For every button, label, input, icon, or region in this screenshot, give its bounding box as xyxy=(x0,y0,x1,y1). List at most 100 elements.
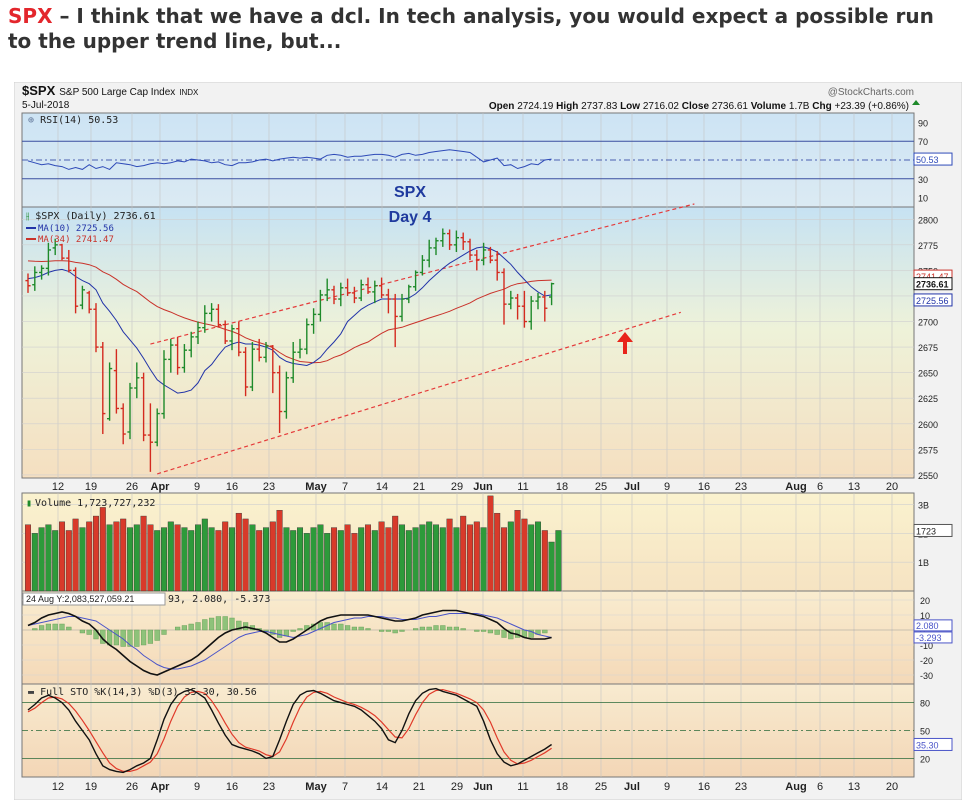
macd-hist-67 xyxy=(481,629,487,632)
price-bar-67 xyxy=(481,242,487,266)
price-bar-55 xyxy=(399,293,405,322)
macd-hist-46 xyxy=(338,623,344,631)
sto-k-line xyxy=(27,687,552,774)
price-bar-25 xyxy=(195,321,201,345)
macd-hist-62 xyxy=(447,626,453,631)
price-bar-6 xyxy=(66,249,72,273)
sto-last-box xyxy=(913,737,953,751)
price-bar-38 xyxy=(283,371,289,419)
macd-tick-1: 10 xyxy=(920,611,930,621)
price-bar-70 xyxy=(501,268,507,325)
x-tick-label-0-8: 7 xyxy=(342,481,348,493)
macd-hist-25 xyxy=(195,622,201,631)
volume-bar-57 xyxy=(412,527,419,592)
price-bar-33 xyxy=(249,341,255,392)
price-tick-4: 2700 xyxy=(918,318,938,328)
macd-tick-4: -20 xyxy=(920,656,933,666)
volume-bar-5 xyxy=(59,521,66,592)
price-bar-43 xyxy=(317,289,323,322)
volume-bar-71 xyxy=(507,521,514,592)
x-tick-label-1-7: May xyxy=(305,781,327,793)
price-bar-68 xyxy=(487,246,493,264)
volume-bar-42 xyxy=(310,527,317,592)
macd-a-label: 2.080 xyxy=(916,621,939,631)
x-tick-label-1-6: 23 xyxy=(263,781,275,793)
macd-hist-49 xyxy=(358,626,364,631)
price-bar-34 xyxy=(256,338,262,362)
volume-bar-0 xyxy=(24,524,31,592)
volume-bar-16 xyxy=(133,524,140,592)
x-tick-label-1-11: 29 xyxy=(451,781,463,793)
price-bar-61 xyxy=(440,228,446,247)
price-bar-22 xyxy=(175,336,181,375)
x-tick-label-0-12: Jun xyxy=(473,481,493,493)
macd-hist-54 xyxy=(392,629,398,634)
volume-bar-64 xyxy=(460,515,467,592)
x-tick-label-1-23: 20 xyxy=(886,781,898,793)
x-tick-label-1-22: 13 xyxy=(848,781,860,793)
price-bar-24 xyxy=(188,331,194,358)
macd-hist-53 xyxy=(385,629,392,632)
price-bar-8 xyxy=(79,285,85,310)
x-tick-label-0-5: 16 xyxy=(226,481,238,493)
chart-symbol-line: $SPX S&P 500 Large Cap Index INDX xyxy=(22,83,199,98)
price-bar-17 xyxy=(141,372,147,442)
x-tick-label-1-14: 18 xyxy=(556,781,568,793)
volume-bar-46 xyxy=(337,530,344,592)
chart-symbol: $SPX xyxy=(22,83,56,98)
ma34-last-label: 2741.47 xyxy=(916,272,949,282)
price-bar-28 xyxy=(215,304,221,328)
x-tick-label-0-3: Apr xyxy=(151,481,171,493)
volume-bar-51 xyxy=(371,530,378,592)
volume-bar-15 xyxy=(126,527,133,592)
volume-bar-76 xyxy=(541,530,548,592)
price-bar-13 xyxy=(113,349,119,414)
volume-bar-68 xyxy=(487,495,494,592)
volume-bar-60 xyxy=(433,524,440,592)
macd-hist-39 xyxy=(290,629,296,632)
price-bar-76 xyxy=(542,290,548,322)
volume-bar-63 xyxy=(453,527,460,592)
price-bar-32 xyxy=(243,347,249,397)
volume-bar-13 xyxy=(113,521,120,592)
macd-hist-22 xyxy=(174,626,181,631)
macd-a-box xyxy=(913,619,953,632)
macd-hist-27 xyxy=(208,617,215,631)
price-bar-35 xyxy=(263,341,269,363)
price-bar-50 xyxy=(365,277,371,294)
macd-hist-30 xyxy=(229,617,235,631)
volume-bar-69 xyxy=(494,512,501,592)
x-tick-label-0-21: 6 xyxy=(817,481,823,493)
price-bar-52 xyxy=(379,277,385,299)
macd-hist-47 xyxy=(345,625,351,631)
sto-tick-1: 50 xyxy=(920,727,930,737)
macd-hist-48 xyxy=(351,626,358,631)
sto-tick-0: 80 xyxy=(920,699,930,709)
vol-last-label: 1723 xyxy=(916,526,936,536)
volume-bar-33 xyxy=(249,524,256,592)
volume-bar-72 xyxy=(514,510,521,592)
macd-hist-23 xyxy=(181,625,188,631)
sto-tick-2: 20 xyxy=(920,754,930,764)
volume-bar-54 xyxy=(392,515,399,592)
price-last-label: 2736.61 xyxy=(916,280,949,290)
headline-text: – I think that we have a dcl. In tech an… xyxy=(8,4,934,53)
price-bar-3 xyxy=(45,242,51,276)
macd-hist-26 xyxy=(202,619,208,631)
volume-bar-52 xyxy=(378,521,385,592)
chart-svg: $SPX S&P 500 Large Cap Index INDX 5-Jul-20… xyxy=(14,82,962,800)
macd-hist-57 xyxy=(413,628,419,631)
headline: SPX – I think that we have a dcl. In tec… xyxy=(8,4,958,54)
x-tick-label-0-23: 20 xyxy=(886,481,898,493)
price-bar-39 xyxy=(290,341,296,383)
up-arrow-icon xyxy=(617,332,633,354)
volume-bar-55 xyxy=(399,524,406,592)
x-tick-label-0-4: 9 xyxy=(194,481,200,493)
macd-tick-5: -30 xyxy=(920,671,933,681)
price-bar-57 xyxy=(413,270,419,291)
macd-tick-0: 20 xyxy=(920,596,930,606)
macd-hist-43 xyxy=(317,622,324,631)
x-tick-label-1-9: 14 xyxy=(376,781,388,793)
macd-hist-60 xyxy=(433,625,439,631)
macd-hist-50 xyxy=(365,628,371,631)
